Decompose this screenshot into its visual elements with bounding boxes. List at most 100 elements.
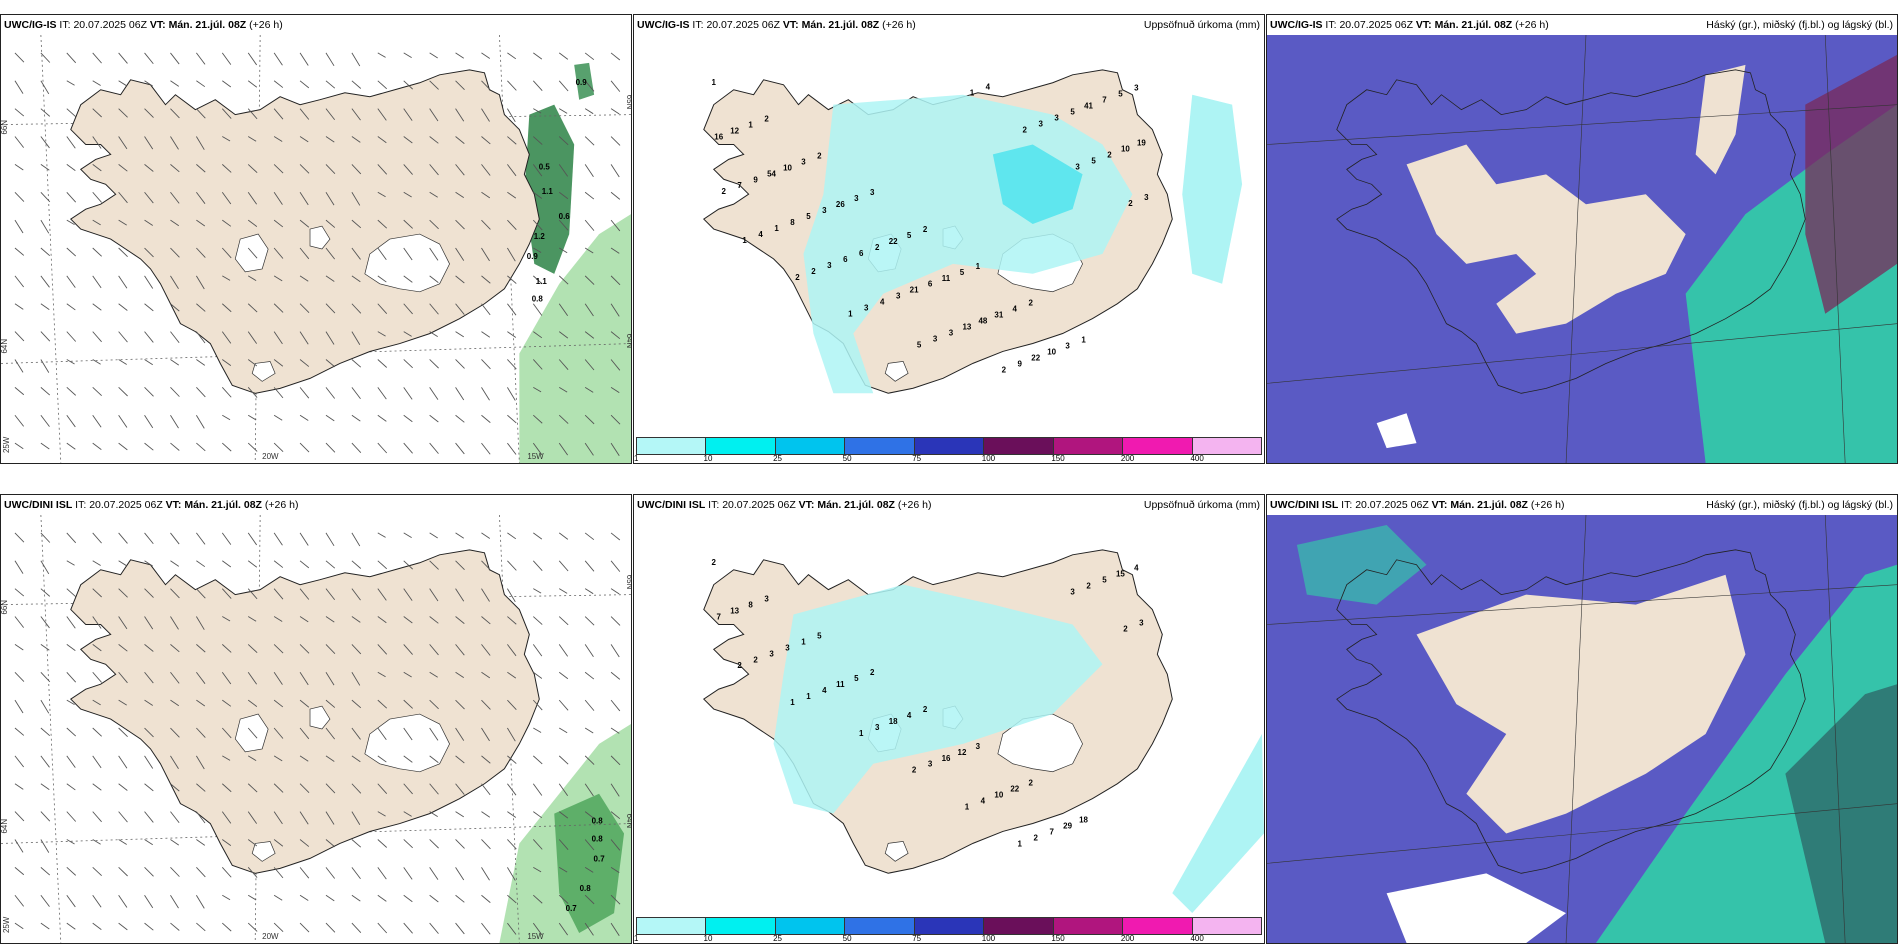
panel-wind-dini: UWC/DINI ISL IT: 20.07.2025 06Z VT: Mán.… (0, 494, 632, 944)
wind-barb (584, 219, 595, 231)
wind-barb (455, 588, 465, 602)
wind-barb (144, 867, 154, 877)
map-area[interactable] (1267, 35, 1897, 463)
wind-barb (170, 52, 180, 65)
legend-tick-label: 200 (1120, 454, 1135, 463)
wind-barb (299, 442, 310, 453)
wind-barb (481, 303, 491, 316)
wind-map: 66N 64N 25W 20W 15W 65N 64N 0.9 0.5 1.1 0.6 1.2 0.9 0… (1, 35, 631, 463)
wind-barb (351, 136, 361, 143)
value-label: 13 (963, 323, 972, 332)
wind-barb (584, 811, 595, 819)
value-label: 3 (949, 329, 954, 338)
wind-barb (247, 867, 258, 878)
wind-barb (299, 52, 309, 66)
wind-barb (455, 303, 465, 315)
axis-label: 15W (527, 452, 544, 461)
value-label: 5 (1102, 576, 1107, 585)
wind-barb (533, 136, 543, 145)
wind-barb (299, 80, 310, 89)
wind-barb (610, 866, 620, 874)
wind-barb (351, 532, 361, 547)
wind-barb (40, 644, 50, 651)
init-time: 20.07.2025 06Z (722, 499, 796, 511)
value-label: 1 (748, 121, 753, 130)
wind-barb (377, 783, 388, 794)
wind-barb (351, 894, 361, 902)
wind-barb (455, 414, 465, 423)
value-label: 2 (1034, 833, 1039, 842)
wind-barb (532, 839, 543, 850)
map-area[interactable]: 66N 64N 25W 20W 15W 65N 64N 0.8 0.8 0.7 0.8 0.7 (1, 515, 631, 943)
wind-barb (222, 80, 232, 88)
wind-barb (247, 839, 258, 847)
value-label: 0.8 (592, 817, 604, 826)
valid-time: Mán. 21.júl. 08Z (1434, 19, 1513, 31)
wind-barb (195, 275, 205, 290)
wind-barb (377, 727, 387, 740)
wind-barb (144, 644, 154, 652)
wind-barb (247, 192, 258, 205)
wind-barb (429, 52, 438, 59)
wind-barb (299, 616, 309, 623)
wind-barb (377, 247, 387, 260)
value-label: 2 (870, 668, 875, 677)
wind-barb (610, 414, 621, 425)
wind-barb (481, 839, 491, 850)
wind-barb (507, 359, 517, 370)
wind-barb (403, 616, 413, 624)
value-label: 2 (753, 655, 758, 664)
value-label: 29 (1063, 821, 1072, 830)
wind-barb (558, 727, 568, 734)
wind-barb (558, 442, 569, 456)
wind-barb (195, 136, 205, 150)
value-label: 3 (1139, 618, 1144, 627)
wind-barb (273, 560, 284, 568)
map-area[interactable]: 66N 64N 25W 20W 15W 65N 64N 0.9 0.5 1.1 0.6 1.2 0.9 0… (1, 35, 631, 463)
map-area[interactable] (1267, 515, 1897, 943)
wind-barb (273, 108, 284, 120)
wind-barb (377, 922, 388, 934)
value-label: 3 (1144, 193, 1149, 202)
wind-barb (403, 303, 413, 315)
wind-barb (481, 52, 491, 59)
init-time: 20.07.2025 06Z (706, 19, 780, 31)
wind-barb (455, 894, 465, 903)
legend-swatch (984, 918, 1054, 934)
wind-barb (377, 755, 387, 763)
wind-barb (403, 727, 413, 741)
value-label: 3 (785, 643, 790, 652)
value-label: 7 (717, 612, 722, 621)
glacier (364, 233, 450, 293)
wind-barb (273, 219, 284, 228)
legend-tick-label: 1 (634, 454, 639, 463)
legend-colorbar (636, 917, 1262, 935)
valid-time-label: VT: (798, 499, 815, 511)
value-label: 2 (817, 151, 822, 160)
map-area[interactable]: 1 2 2 3 2 1 2 1 3 1 3 3 5 5 4 3 5 12 10 26 22 11 31 10 7 16 54 3 2 6 4… (634, 35, 1264, 463)
glacier (884, 360, 909, 382)
value-label: 5 (854, 674, 859, 683)
wind-barb (273, 755, 283, 762)
wind-barb (377, 80, 388, 90)
value-label: 5 (960, 268, 965, 277)
wind-shading (519, 214, 631, 463)
wind-barb (118, 644, 128, 652)
value-label: 1.1 (536, 277, 548, 286)
wind-barb (532, 303, 543, 316)
wind-barb (196, 532, 206, 545)
wind-barb (170, 108, 180, 119)
wind-barb (558, 532, 569, 540)
wind-barb (507, 783, 517, 796)
wind-barb (429, 811, 438, 818)
wind-barb (351, 52, 361, 67)
high-cloud-area (1805, 54, 1897, 314)
wind-barb (40, 727, 51, 737)
value-label: 5 (917, 340, 922, 349)
wind-barb (610, 755, 621, 766)
wind-barb (247, 275, 257, 282)
wind-barb (118, 136, 128, 150)
wind-barb (429, 783, 439, 795)
map-area[interactable]: 2 3 5 2 2 3 2 18 4 8 1 5 4 12 22 29 15 13 3 11 18 16 10 7 5 7 3 4 3 3… (634, 515, 1264, 943)
wind-barb (118, 191, 128, 204)
